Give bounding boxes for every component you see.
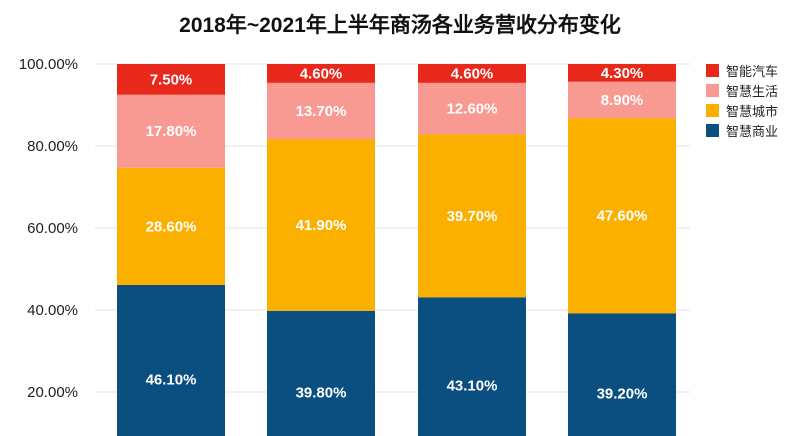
bar-segment [267,64,375,83]
bar-segment [418,82,526,135]
y-tick-label: 80.00% [27,138,78,155]
data-label: 12.60% [447,101,498,118]
bar-segment [117,167,225,285]
bar-segment [267,310,375,436]
bar-segment [568,81,676,119]
data-label: 17.80% [146,123,197,140]
data-label: 41.90% [296,217,347,234]
data-label: 8.90% [601,92,644,109]
legend-label: 智慧商业 [726,124,778,139]
bar-segment [568,313,676,436]
bar-segment [418,134,526,298]
data-label: 4.30% [601,65,644,82]
data-label: 46.10% [146,371,197,388]
data-label: 39.20% [597,386,648,403]
legend-swatch [706,64,719,77]
bar-segment [267,139,375,311]
data-label: 39.70% [447,208,498,225]
bar-segment [117,284,225,436]
bar-segment [117,94,225,168]
data-label: 43.10% [447,378,498,395]
y-tick-label: 60.00% [27,220,78,237]
chart-title: 2018年~2021年上半年商汤各业务营收分布变化 [179,13,621,37]
legend-label: 智慧城市 [726,104,778,119]
bar-segment [418,297,526,436]
data-label: 7.50% [150,71,193,88]
bar-segment [418,64,526,83]
data-label: 47.60% [597,208,648,225]
y-tick-label: 40.00% [27,302,78,319]
data-label: 39.80% [296,384,347,401]
bar-segment [568,118,676,314]
y-tick-label: 20.00% [27,384,78,401]
bar-segment [117,64,225,95]
data-label: 4.60% [451,65,494,82]
bar-segment [267,82,375,140]
legend-swatch [706,104,719,117]
data-label: 13.70% [296,103,347,120]
bar-segment [568,64,676,82]
y-axis: 20.00% 40.00% 60.00% 80.00% 100.00% [19,56,78,401]
legend-label: 智慧生活 [726,84,778,99]
legend-swatch [706,124,719,137]
bars: 46.10% 28.60% 17.80% 7.50% 39.80% 41.90% 13.70… [117,64,676,436]
legend-swatch [706,84,719,97]
data-label: 28.60% [146,218,197,235]
data-label: 4.60% [300,65,343,82]
y-tick-label: 100.00% [19,56,78,73]
legend-label: 智能汽车 [726,64,778,79]
